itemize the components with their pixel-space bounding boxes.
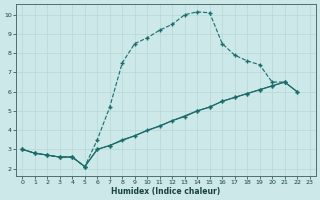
X-axis label: Humidex (Indice chaleur): Humidex (Indice chaleur) bbox=[111, 187, 220, 196]
